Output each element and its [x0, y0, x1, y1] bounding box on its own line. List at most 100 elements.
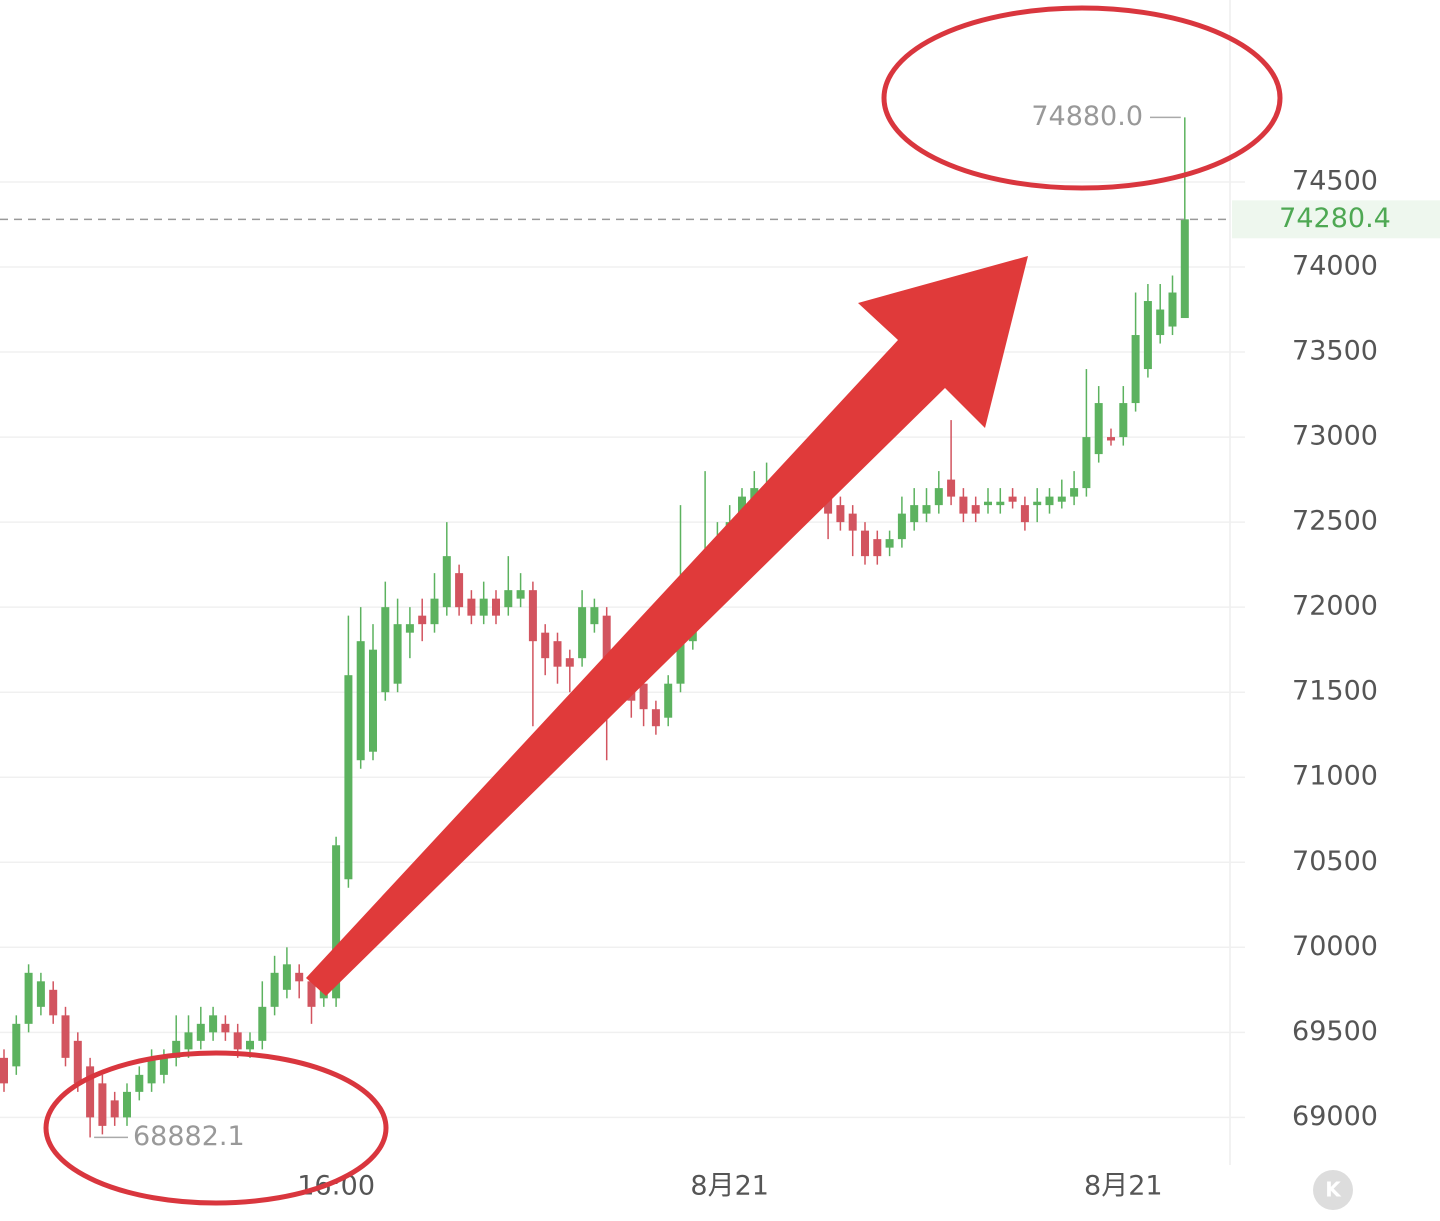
candle-body — [479, 598, 488, 616]
candle-body — [172, 1040, 181, 1058]
candle-body — [246, 1040, 254, 1050]
candle-body — [1082, 437, 1091, 489]
candle-body — [369, 649, 377, 752]
candle-body — [959, 496, 968, 514]
candle-body — [1168, 292, 1177, 327]
candle-body — [984, 501, 992, 506]
candle-body — [1107, 437, 1115, 441]
candle-body — [947, 479, 956, 497]
candle-body — [86, 1066, 95, 1118]
candle-body — [49, 989, 58, 1016]
candle-body — [1094, 403, 1103, 455]
candle-body — [516, 590, 525, 599]
candle-body — [282, 964, 291, 990]
candle-body — [233, 1032, 242, 1050]
candle-body — [209, 1015, 218, 1033]
candle-body — [1070, 488, 1079, 497]
candle-body — [0, 1057, 8, 1084]
candle-body — [319, 989, 328, 999]
x-tick-label: 8月21 — [1084, 1171, 1163, 1202]
candle-body — [24, 972, 33, 1024]
candle-body — [848, 513, 857, 531]
candle-body — [393, 624, 402, 684]
candle-body — [467, 598, 476, 616]
candle-body — [824, 496, 833, 514]
candle-body — [344, 675, 353, 880]
candle-body — [123, 1091, 131, 1118]
candle-body — [295, 972, 304, 982]
candle-body — [664, 683, 673, 718]
candle-body — [553, 641, 562, 667]
y-tick-label: 73000 — [1292, 421, 1378, 452]
candle-body — [381, 607, 390, 693]
candle-body — [1008, 496, 1017, 502]
last-price-bg — [1232, 200, 1440, 239]
k-button[interactable] — [1313, 1170, 1353, 1210]
candle-body — [184, 1032, 193, 1050]
candle-body — [885, 539, 894, 548]
candle-body — [1119, 403, 1128, 438]
candle-body — [934, 488, 943, 506]
candle-body — [98, 1083, 107, 1126]
y-tick-label: 72500 — [1292, 506, 1378, 537]
candle-body — [1180, 219, 1189, 319]
candle-body — [504, 590, 513, 608]
y-tick-label: 74500 — [1292, 165, 1378, 196]
y-tick-label: 70000 — [1292, 931, 1378, 962]
x-tick-label: 8月21 — [690, 1171, 769, 1202]
y-tick-label: 70500 — [1292, 846, 1378, 877]
candle-body — [1131, 335, 1140, 404]
candle-body — [1156, 309, 1165, 336]
candle-body — [430, 598, 439, 625]
y-tick-label: 72000 — [1292, 591, 1378, 622]
highlight-ellipse — [43, 1050, 389, 1206]
y-tick-label: 69500 — [1292, 1016, 1378, 1047]
candle-body — [61, 1015, 70, 1058]
candle-body — [578, 607, 587, 659]
x-tick-label: 16:00 — [297, 1171, 375, 1202]
candle-body — [528, 590, 537, 642]
candle-body — [1143, 301, 1152, 370]
candle-body — [910, 505, 919, 523]
candle-body — [861, 530, 869, 557]
candle-body — [221, 1023, 230, 1033]
candle-body — [258, 1006, 267, 1041]
y-tick-label: 71000 — [1292, 761, 1378, 792]
candle-body — [147, 1057, 156, 1084]
highlight-ellipse — [881, 5, 1283, 191]
candle-body — [971, 505, 980, 514]
y-tick-label: 71500 — [1292, 676, 1378, 707]
candle-body — [602, 615, 611, 659]
candle-body — [590, 607, 599, 625]
y-tick-label: 73500 — [1292, 336, 1378, 367]
last-price-label: 74280.4 — [1279, 203, 1391, 234]
candle-body — [836, 505, 845, 523]
candle-body — [996, 501, 1005, 506]
candle-body — [332, 845, 341, 999]
candle-body — [418, 615, 427, 625]
candle-body — [12, 1023, 21, 1067]
candle-body — [639, 683, 648, 710]
candle-body — [873, 539, 882, 557]
candle-body — [159, 1057, 168, 1075]
y-tick-label: 74000 — [1292, 251, 1378, 282]
candle-body — [455, 573, 464, 608]
candle-body — [1020, 505, 1029, 523]
candle-body — [135, 1074, 144, 1092]
low-label: 68882.1 — [133, 1121, 245, 1152]
candle-body — [196, 1023, 205, 1041]
candle-body — [1045, 496, 1054, 506]
candle-body — [492, 598, 500, 616]
arrow — [306, 256, 1028, 996]
candle-body — [356, 641, 365, 761]
candle-body — [307, 981, 316, 1007]
candle-body — [110, 1100, 119, 1118]
y-tick-label: 69000 — [1292, 1101, 1378, 1132]
candle-body — [36, 981, 45, 1007]
candle-body — [270, 972, 279, 1007]
candle-body — [565, 658, 574, 667]
candle-body — [651, 709, 660, 727]
candle-body — [897, 513, 906, 540]
candle-body — [442, 556, 451, 608]
